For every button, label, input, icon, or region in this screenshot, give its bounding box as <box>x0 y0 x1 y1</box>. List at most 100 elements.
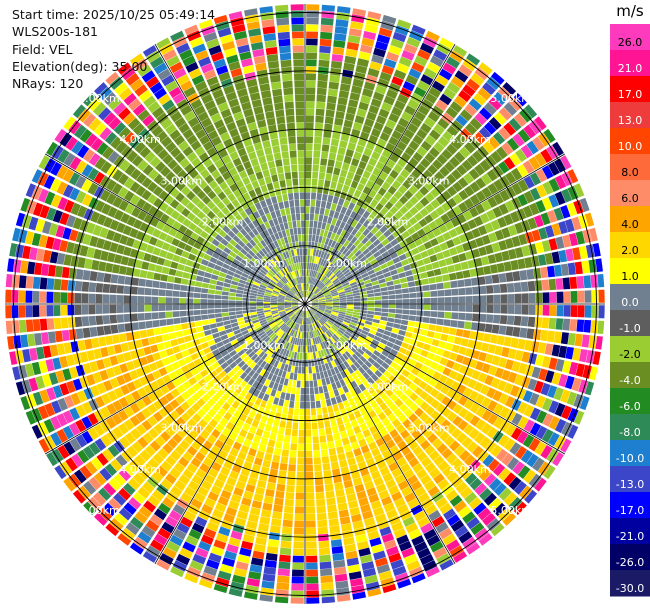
velocity-gate <box>165 426 176 437</box>
velocity-gate <box>369 365 378 373</box>
velocity-gate <box>59 461 73 476</box>
velocity-gate <box>211 205 221 215</box>
velocity-gate <box>561 405 573 420</box>
velocity-gate <box>303 338 305 346</box>
velocity-gate <box>414 110 426 122</box>
velocity-gate <box>50 194 62 208</box>
velocity-gate <box>39 318 48 331</box>
velocity-gate <box>165 473 177 485</box>
velocity-gate <box>241 272 249 279</box>
velocity-gate <box>18 319 27 333</box>
velocity-gate <box>379 225 388 234</box>
velocity-gate <box>401 111 413 122</box>
velocity-gate <box>551 251 561 264</box>
velocity-gate <box>353 304 361 307</box>
velocity-gate <box>316 94 326 103</box>
velocity-gate <box>229 447 239 457</box>
velocity-gate <box>99 467 112 481</box>
velocity-gate <box>481 396 492 408</box>
velocity-gate <box>308 317 312 324</box>
velocity-gate <box>314 122 324 130</box>
velocity-gate <box>131 390 142 402</box>
velocity-gate <box>305 317 308 325</box>
velocity-gate <box>229 361 238 370</box>
velocity-gate <box>548 357 558 370</box>
velocity-gate <box>401 259 410 266</box>
velocity-gate <box>207 304 215 309</box>
velocity-gate <box>314 322 319 329</box>
velocity-gate <box>324 295 332 299</box>
velocity-gate <box>352 520 364 530</box>
velocity-gate <box>332 374 339 382</box>
velocity-gate <box>346 306 354 309</box>
velocity-gate <box>359 269 367 276</box>
velocity-gate <box>308 292 313 299</box>
velocity-gate <box>96 142 109 156</box>
velocity-gate <box>444 257 454 266</box>
velocity-gate <box>187 480 200 492</box>
velocity-gate <box>488 232 498 243</box>
velocity-gate <box>373 266 382 273</box>
velocity-gate <box>348 186 356 196</box>
velocity-gate <box>162 224 172 234</box>
velocity-gate <box>320 449 329 457</box>
velocity-gate <box>419 197 430 207</box>
velocity-gate <box>253 321 261 327</box>
velocity-gate <box>555 236 565 250</box>
velocity-gate <box>243 374 252 383</box>
velocity-gate <box>125 360 135 371</box>
velocity-gate <box>220 238 229 247</box>
velocity-gate <box>201 93 214 105</box>
velocity-gate <box>397 157 408 168</box>
velocity-gate <box>148 263 157 272</box>
velocity-gate <box>96 359 106 371</box>
velocity-gate <box>212 383 221 393</box>
velocity-gate <box>316 87 327 96</box>
velocity-gate <box>316 321 322 328</box>
velocity-gate <box>190 99 203 110</box>
velocity-gate <box>512 133 525 147</box>
velocity-gate <box>400 152 412 163</box>
velocity-gate <box>520 144 533 159</box>
velocity-gate <box>466 441 479 453</box>
velocity-gate <box>210 51 224 62</box>
velocity-gate <box>152 185 164 197</box>
velocity-gate <box>181 349 190 358</box>
velocity-gate <box>100 434 112 447</box>
velocity-gate <box>109 294 117 304</box>
velocity-gate <box>273 203 280 211</box>
velocity-gate <box>103 482 117 496</box>
velocity-gate <box>334 117 344 126</box>
velocity-gate <box>360 310 368 314</box>
velocity-gate <box>354 275 363 282</box>
velocity-gate <box>27 333 36 347</box>
velocity-gate <box>281 324 288 331</box>
velocity-gate <box>381 496 393 506</box>
velocity-gate <box>423 297 431 304</box>
velocity-gate <box>459 109 473 122</box>
velocity-gate <box>198 179 208 190</box>
velocity-gate <box>493 403 504 415</box>
velocity-gate <box>284 172 292 180</box>
velocity-gate <box>261 19 275 28</box>
velocity-gate <box>324 362 330 371</box>
velocity-gate <box>312 270 316 278</box>
velocity-gate <box>158 502 171 515</box>
velocity-gate <box>293 534 304 542</box>
velocity-gate <box>472 295 480 304</box>
velocity-gate <box>228 588 243 597</box>
velocity-gate <box>496 335 505 346</box>
velocity-gate <box>336 182 344 191</box>
velocity-gate <box>245 183 254 192</box>
velocity-gate <box>122 225 133 236</box>
velocity-gate <box>421 323 429 330</box>
velocity-gate <box>249 506 261 516</box>
velocity-gate <box>288 312 295 317</box>
velocity-gate <box>189 273 197 281</box>
velocity-gate <box>305 380 310 388</box>
velocity-gate <box>184 24 199 36</box>
velocity-gate <box>295 387 301 395</box>
velocity-gate <box>343 239 350 248</box>
velocity-gate <box>82 193 93 207</box>
velocity-gate <box>280 332 286 339</box>
